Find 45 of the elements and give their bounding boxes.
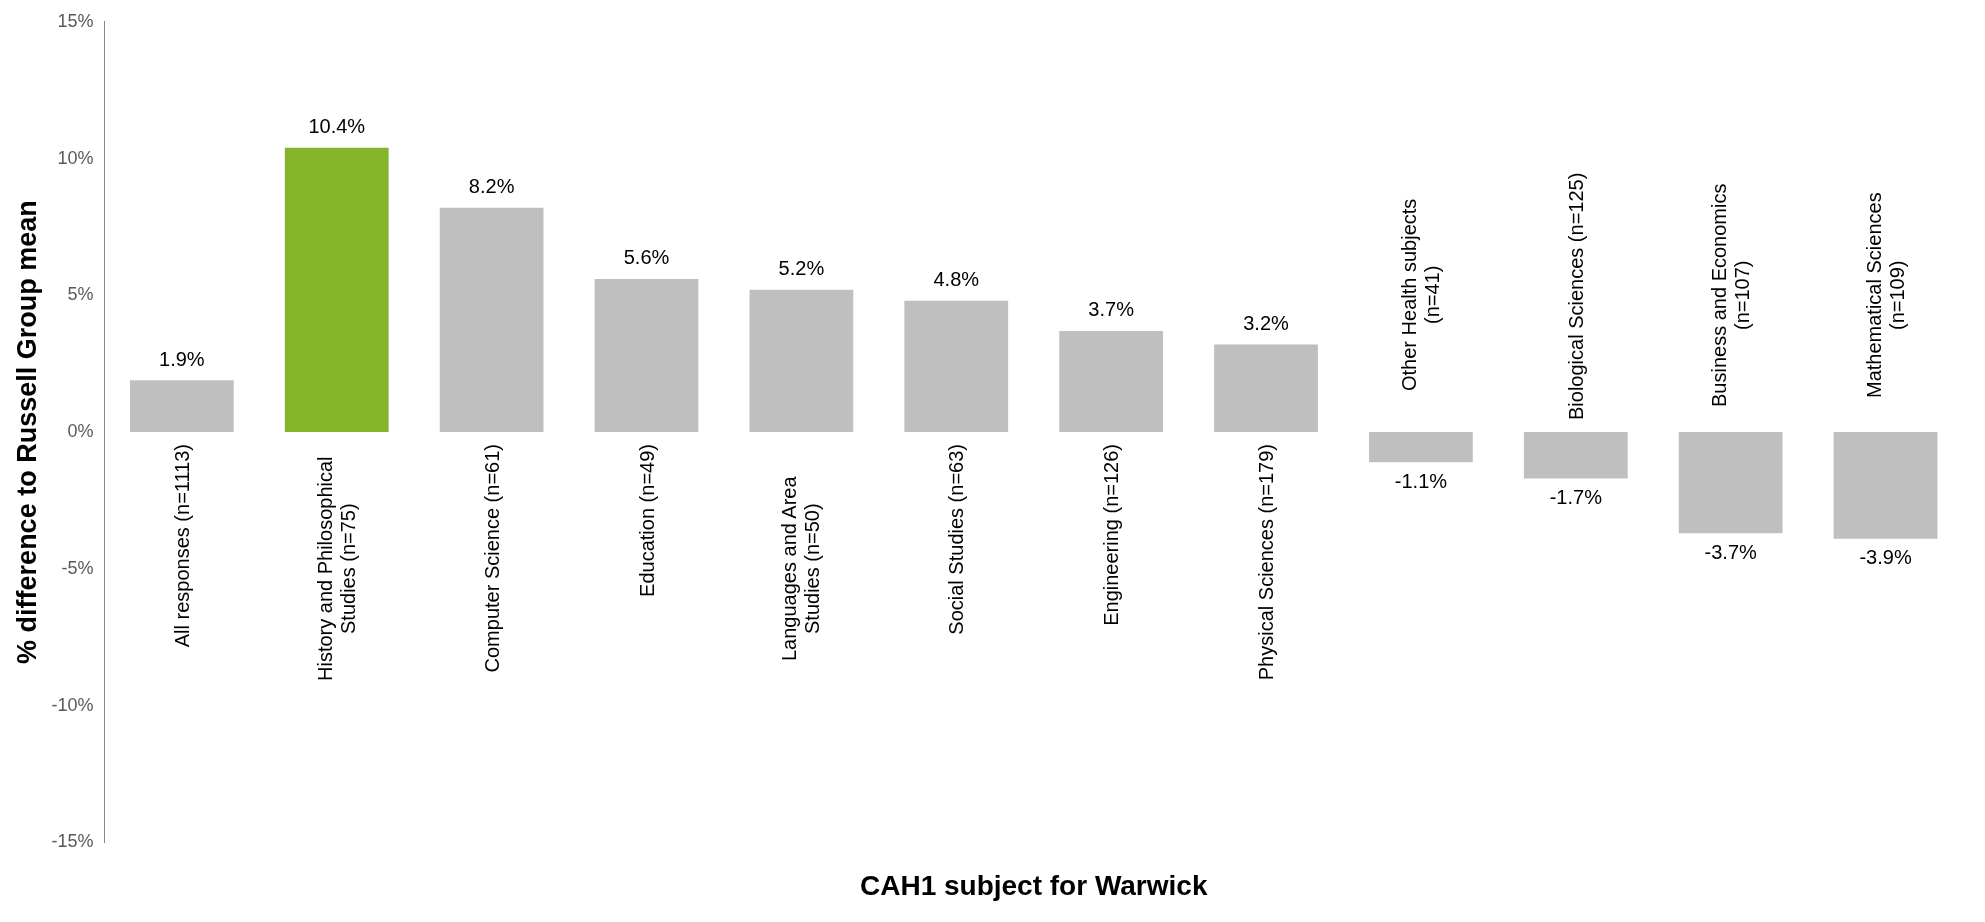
bar bbox=[1059, 330, 1164, 433]
data-label: -1.7% bbox=[1549, 486, 1603, 509]
data-label: -3.7% bbox=[1704, 540, 1758, 563]
y-tick-label: 15% bbox=[57, 10, 94, 31]
y-tick-label: -10% bbox=[51, 694, 94, 715]
x-tick-label: History and Philosophical Studies (n=75) bbox=[313, 455, 360, 684]
bar bbox=[284, 147, 389, 433]
bar bbox=[904, 300, 1009, 433]
x-tick-label: Mathematical Sciences (n=109) bbox=[1862, 191, 1909, 400]
y-tick-label: 10% bbox=[57, 147, 94, 168]
data-label: 10.4% bbox=[308, 115, 366, 138]
data-label: 1.9% bbox=[159, 347, 205, 370]
data-label: 8.2% bbox=[468, 175, 515, 198]
x-tick-label: Physical Sciences (n=179) bbox=[1254, 444, 1278, 681]
x-tick-label: Education (n=49) bbox=[635, 444, 658, 597]
y-tick-label: 0% bbox=[67, 421, 94, 442]
bar bbox=[749, 289, 854, 433]
x-tick-label: Biological Sciences (n=125) bbox=[1564, 172, 1588, 421]
x-tick-label: Other Health subjects (n=41) bbox=[1397, 197, 1444, 394]
bar bbox=[1678, 432, 1783, 534]
data-label: 5.6% bbox=[623, 246, 670, 269]
data-label: 4.8% bbox=[933, 268, 980, 291]
y-tick-label: -15% bbox=[51, 831, 94, 852]
x-tick-label: Languages and Area Studies (n=50) bbox=[778, 475, 825, 664]
x-tick-label: Computer Science (n=61) bbox=[480, 444, 504, 673]
x-tick-label: All responses (n=1113) bbox=[170, 444, 194, 648]
x-tick-label: Business and Economics (n=107) bbox=[1707, 182, 1754, 409]
data-label: 3.2% bbox=[1243, 312, 1290, 335]
bar bbox=[1369, 432, 1473, 463]
bar bbox=[1833, 432, 1938, 539]
bar bbox=[594, 278, 699, 433]
x-tick-label: Engineering (n=126) bbox=[1099, 444, 1123, 626]
data-label: 5.2% bbox=[778, 257, 825, 280]
data-label: 3.7% bbox=[1088, 298, 1135, 321]
x-tick-label: Social Studies (n=63) bbox=[944, 444, 968, 635]
y-tick-label: -5% bbox=[61, 557, 94, 578]
y-tick-label: 5% bbox=[67, 284, 94, 305]
bar bbox=[1523, 432, 1628, 479]
data-label: -3.9% bbox=[1859, 546, 1912, 569]
bar bbox=[1214, 344, 1318, 433]
data-label: -1.1% bbox=[1394, 469, 1448, 492]
bar bbox=[439, 207, 544, 433]
bar bbox=[129, 380, 234, 433]
y-axis-title: % difference to Russell Group mean bbox=[11, 200, 42, 664]
x-axis-title: CAH1 subject for Warwick bbox=[859, 869, 1208, 901]
